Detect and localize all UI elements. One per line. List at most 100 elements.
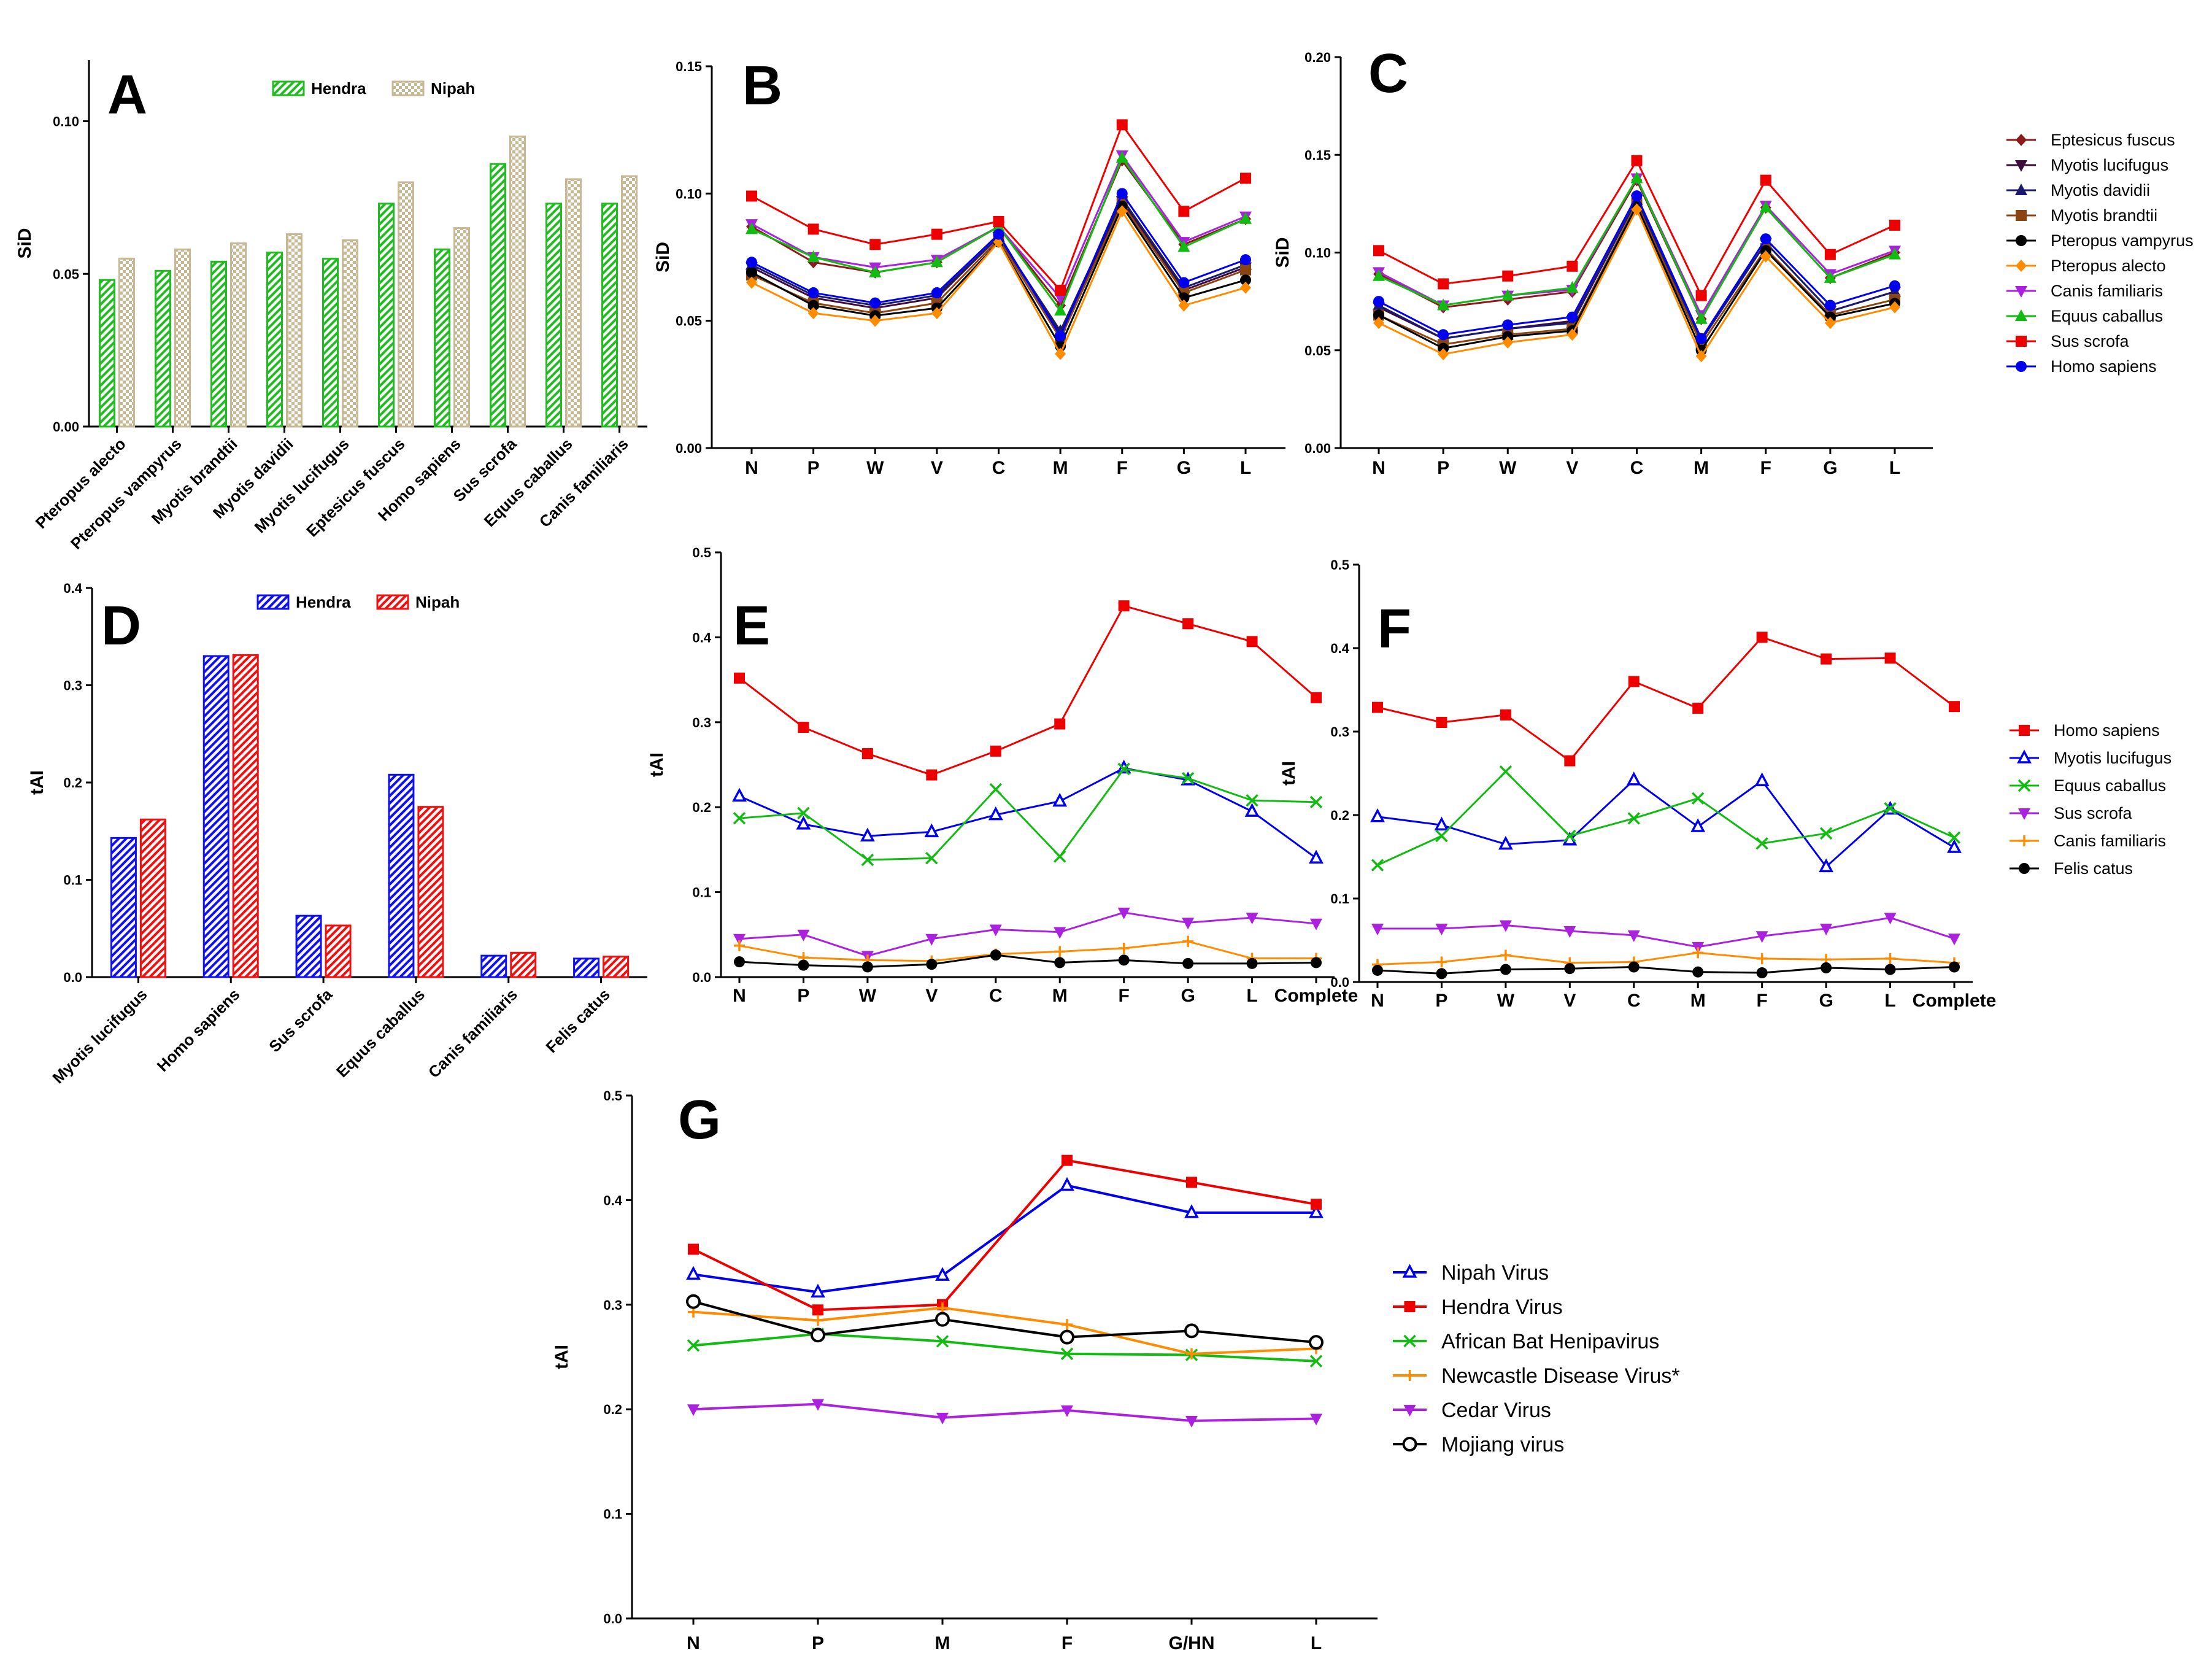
y-axis-title: tAI	[1279, 761, 1299, 786]
legend-marker-pteropus-vampyrus	[2016, 235, 2027, 246]
x-tick-label: Canis familiaris	[425, 985, 521, 1081]
point-equus-caballus-m	[1691, 792, 1705, 805]
point-sus-scrofa-v	[1567, 260, 1578, 272]
series-line-myotis-lucifugus	[739, 767, 1317, 859]
point-homo-sapiens-w	[869, 297, 881, 309]
point-sus-scrofa-f	[1755, 931, 1768, 943]
panel-letter: F	[1378, 598, 1411, 660]
bar-nipah-myotis-lucifugus	[139, 818, 166, 978]
point-myotis-lucifugus-complete	[1309, 849, 1324, 864]
bar-nipah-felis-catus	[603, 956, 630, 978]
x-tick-label: M	[1694, 458, 1709, 478]
point-sus-scrofa-m	[1054, 927, 1066, 939]
point-myotis-lucifugus-v	[924, 823, 939, 838]
legend-label-equus-caballus: Equus caballus	[2051, 307, 2163, 325]
y-tick-label: 0.4	[63, 581, 82, 596]
bar-nipah-equus-caballus	[565, 178, 582, 428]
point-canis-familiaris-n	[734, 940, 745, 951]
point-canis-familiaris-m	[1054, 946, 1066, 957]
point-equus-caballus-complete	[1948, 831, 1961, 844]
panel-letter: G	[678, 1089, 721, 1151]
y-tick-label: 0.2	[1330, 808, 1349, 823]
point-pteropus-vampyrus-p	[807, 300, 819, 311]
point-pteropus-alecto-g	[1178, 299, 1190, 312]
point-myotis-lucifugus-g	[1819, 858, 1834, 873]
point-nipah-virus-g-hn	[1184, 1204, 1199, 1218]
point-myotis-lucifugus-l	[1244, 803, 1260, 817]
point-homo-sapiens-complete	[1949, 701, 1960, 713]
point-pteropus-alecto-l	[1889, 301, 1900, 314]
series-myotis-lucifugus	[732, 759, 1324, 864]
point-myotis-lucifugus-w	[1498, 835, 1513, 850]
point-pteropus-alecto-p	[1438, 348, 1449, 361]
point-homo-sapiens-p	[798, 722, 809, 733]
panel-B: 0.00 0.05 0.10 0.15 SiD B N P W V C M F G L	[653, 55, 1285, 478]
bar-nipah-myotis-lucifugus	[342, 239, 358, 428]
legend-label-canis-familiaris: Canis familiaris	[2051, 282, 2163, 300]
point-hendra-virus-n	[688, 1243, 699, 1255]
legend-marker-eptesicus-fuscus	[2016, 134, 2027, 146]
y-axis-title: tAI	[647, 752, 667, 777]
legend-swatch-nipah	[391, 80, 425, 96]
panel-E: 0.0 0.1 0.2 0.3 0.4 0.5 tAI E N P W V C M F G L Complete	[647, 545, 1358, 1006]
legend-marker-myotis-lucifugus	[2015, 160, 2027, 172]
legend-marker-african-bat-henipavirus	[1403, 1334, 1416, 1348]
x-tick-label: L	[1884, 991, 1895, 1011]
x-tick-label: M	[1690, 991, 1706, 1011]
point-homo-sapiens-m	[1055, 330, 1066, 342]
x-tick-label: P	[1437, 458, 1449, 478]
y-tick-label: 0.3	[1330, 724, 1349, 740]
point-homo-sapiens-l	[1246, 636, 1258, 648]
point-hendra-virus-f	[1062, 1154, 1073, 1166]
point-sus-scrofa-g	[1824, 249, 1836, 260]
series-myotis-lucifugus	[1373, 195, 1901, 347]
legend-marker-newcastle-disease-virus	[1404, 1370, 1416, 1381]
series-line-canis-familiaris	[739, 940, 1316, 962]
series-line-homo-sapiens	[1377, 636, 1955, 762]
point-equus-caballus-n	[1373, 269, 1385, 281]
bar-hendra-homo-sapiens	[202, 655, 229, 978]
point-mojiang-virus-n	[686, 1294, 701, 1309]
point-canis-familiaris-p	[1436, 956, 1447, 968]
x-tick-label: G	[1819, 991, 1833, 1011]
y-tick-label: 0.5	[603, 1088, 622, 1104]
point-equus-caballus-w	[869, 265, 882, 277]
point-felis-catus-l	[1884, 964, 1896, 975]
point-hendra-virus-g-hn	[1186, 1177, 1197, 1188]
y-axis-title: tAI	[552, 1345, 572, 1369]
x-tick-label: L	[1246, 986, 1257, 1006]
legend-label-sus-scrofa: Sus scrofa	[2054, 804, 2133, 822]
point-myotis-lucifugus-p	[1434, 816, 1449, 831]
x-tick-label: W	[866, 458, 884, 478]
point-equus-caballus-m	[1053, 850, 1066, 863]
legend-label-eptesicus-fuscus: Eptesicus fuscus	[2051, 131, 2175, 149]
x-tick-label: G	[1181, 986, 1195, 1006]
point-equus-caballus-v	[930, 255, 943, 268]
series-equus-caballus	[733, 762, 1323, 867]
x-tick-label: W	[1497, 991, 1515, 1011]
x-tick-label: Equus caballus	[333, 985, 428, 1081]
point-homo-sapiens-m	[1692, 702, 1704, 714]
y-tick-label: 0.00	[53, 419, 79, 435]
point-equus-caballus-w	[861, 853, 874, 867]
point-sus-scrofa-c	[1631, 155, 1643, 166]
legend-marker-myotis-brandtii	[2016, 210, 2027, 221]
series-canis-familiaris	[1372, 947, 1960, 970]
series-felis-catus	[1372, 961, 1960, 980]
series-line-nipah-virus	[693, 1184, 1316, 1294]
x-tick-label: V	[925, 986, 938, 1006]
series-line-african-bat-henipavirus	[693, 1332, 1317, 1363]
legend-swatch-hendra	[272, 80, 305, 96]
point-myotis-lucifugus-w	[860, 827, 875, 842]
y-tick-label: 0.3	[603, 1297, 622, 1313]
y-tick-label: 0.15	[676, 59, 702, 74]
point-pteropus-alecto-f	[1116, 205, 1128, 218]
point-canis-familiaris-w	[1500, 949, 1511, 961]
point-myotis-lucifugus-c	[988, 806, 1003, 821]
series-line-myotis-davidii	[1378, 198, 1895, 342]
bar-hendra-sus-scrofa	[490, 163, 506, 428]
series-line-felis-catus	[1377, 966, 1955, 975]
point-felis-catus-p	[1436, 968, 1447, 980]
point-newcastle-disease-virus-f	[1062, 1319, 1073, 1331]
